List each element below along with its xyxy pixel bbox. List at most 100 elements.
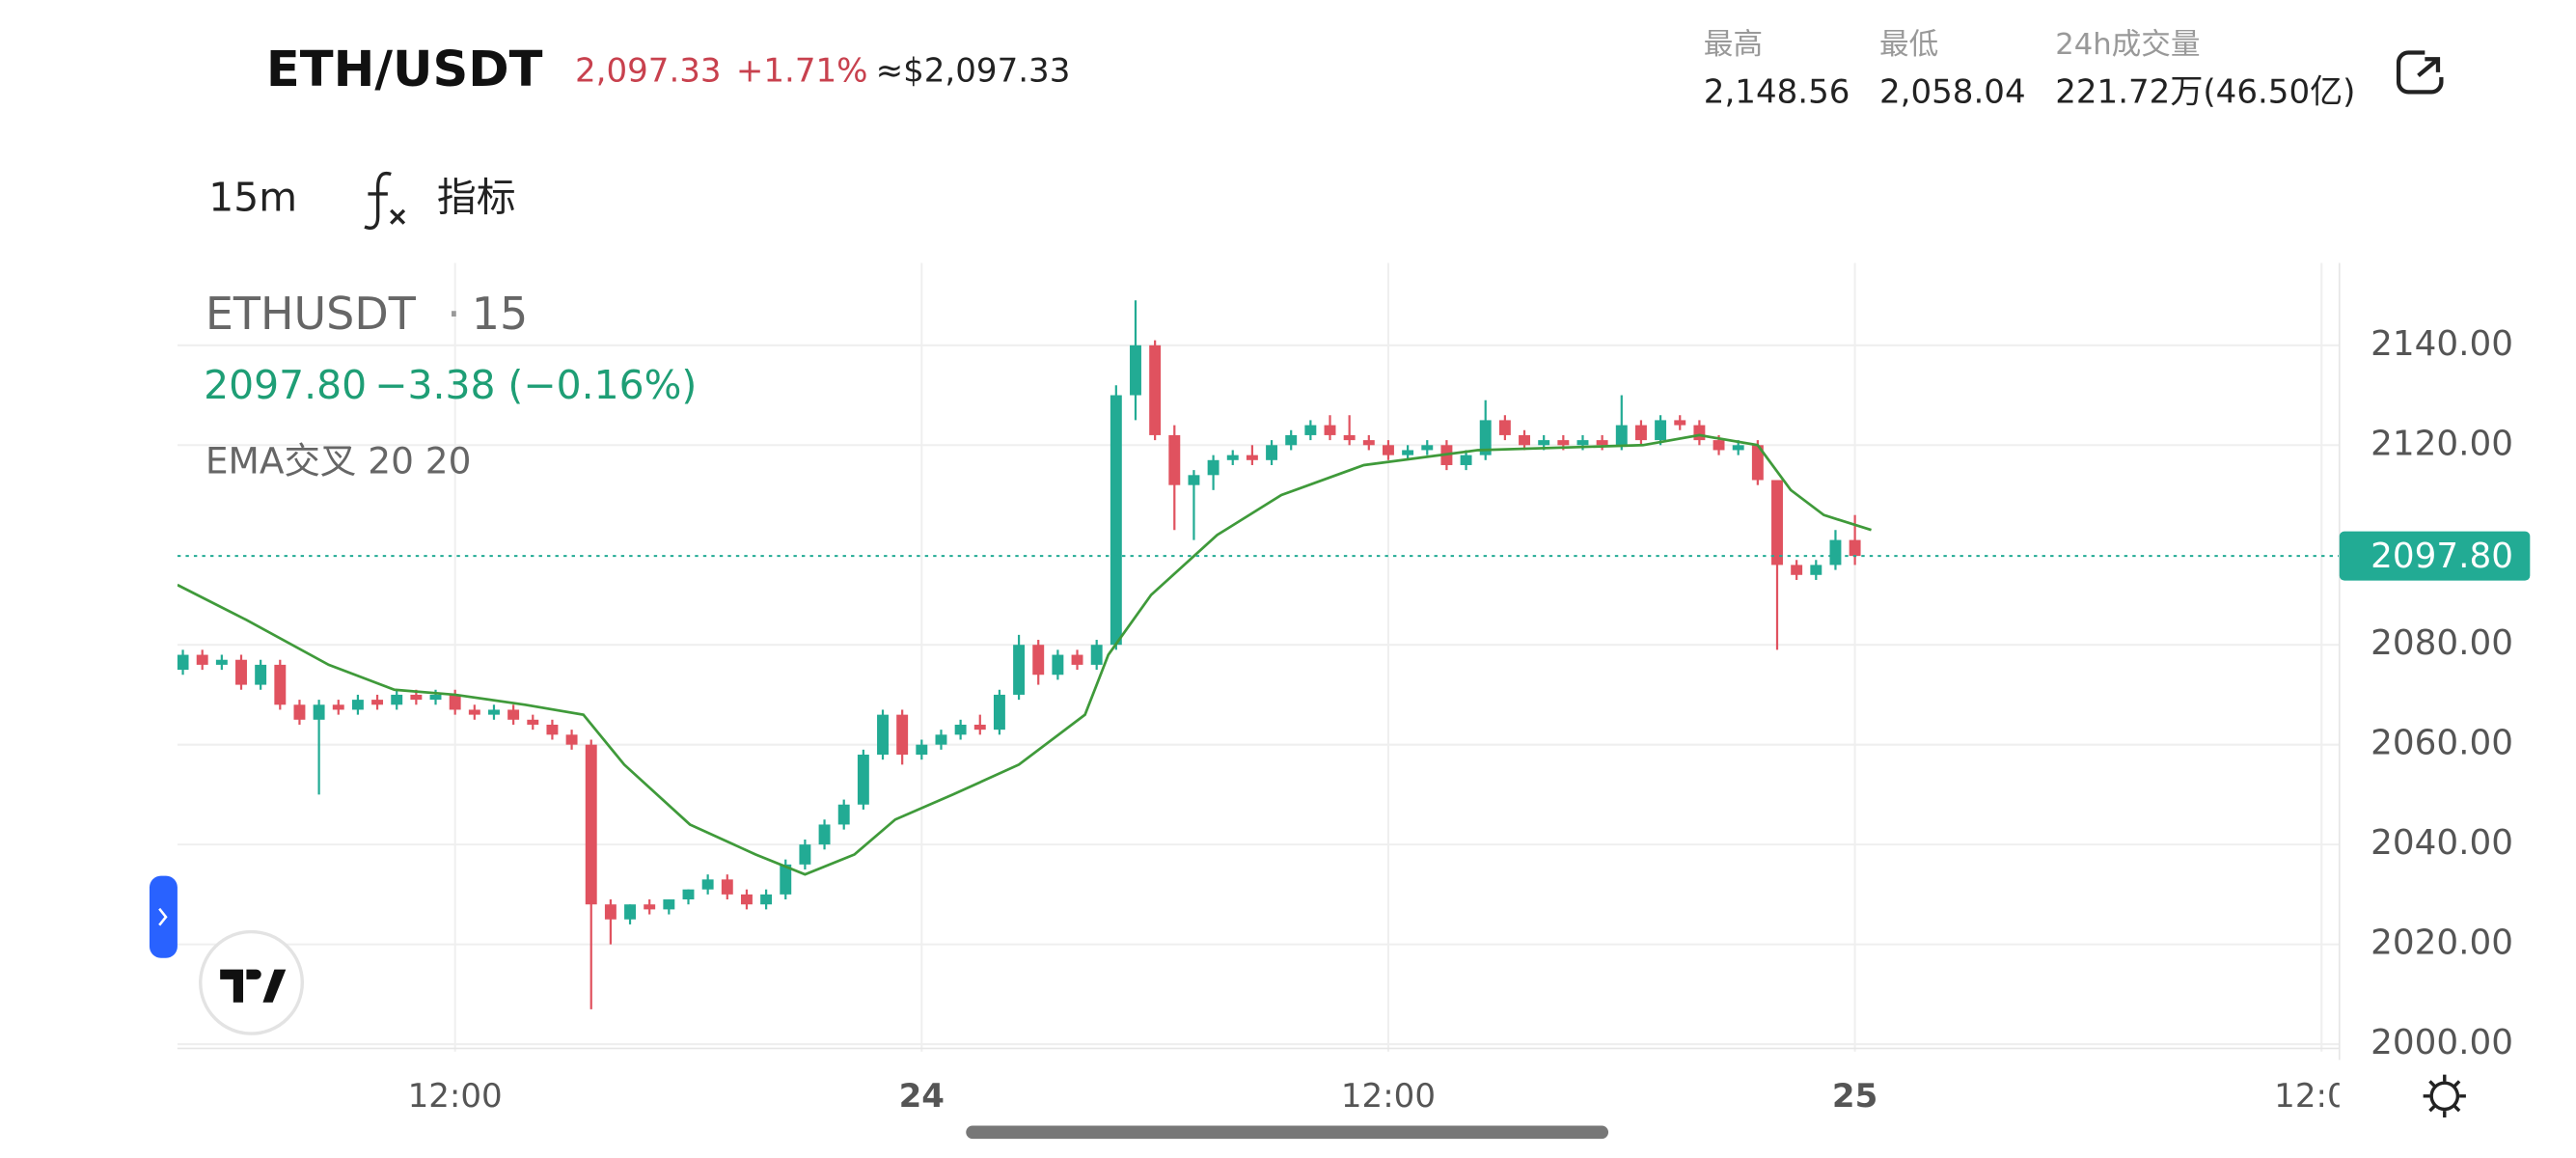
stat-label: 最高 <box>1704 28 1763 62</box>
candle-body <box>488 709 500 715</box>
candle-body <box>351 700 364 710</box>
candle-body <box>391 694 403 705</box>
candle-body <box>1498 420 1511 435</box>
candle-body <box>313 704 325 720</box>
interval-button[interactable]: 15m <box>208 175 297 221</box>
candle-body <box>1207 459 1219 476</box>
candle-body <box>1674 420 1686 426</box>
candle-body <box>1557 440 1570 446</box>
candle-body <box>1304 425 1317 435</box>
candle-body <box>1032 645 1045 676</box>
candle-body <box>818 824 831 845</box>
legend-symbol: ETHUSDT <box>206 288 417 340</box>
candle-body <box>1576 440 1589 446</box>
candle-body <box>935 734 947 745</box>
candle-body <box>1615 425 1628 446</box>
candle-body <box>624 904 636 920</box>
side-tab[interactable] <box>149 875 178 958</box>
stat-label: 最低 <box>1879 28 1938 62</box>
settings-icon[interactable] <box>2423 1074 2466 1117</box>
candle-body <box>1713 440 1725 451</box>
legend-price: 2097.80 <box>204 362 367 408</box>
candle-body <box>1693 425 1706 441</box>
candle-body <box>1655 420 1667 441</box>
candle-body <box>1519 434 1530 446</box>
stat-value: 221.72万(46.50亿) <box>2055 73 2355 112</box>
candle-body <box>1013 645 1026 695</box>
candle-body <box>293 704 306 720</box>
y-tick-label: 2040.00 <box>2370 823 2513 863</box>
candle-body <box>274 664 287 705</box>
candle-body <box>857 755 869 805</box>
symbol: ETH/USDT <box>266 41 543 98</box>
candle-body <box>837 804 850 825</box>
candle-body <box>507 709 520 720</box>
y-tick-label: 2140.00 <box>2370 324 2513 364</box>
candle-body <box>410 694 423 701</box>
candle-body <box>1771 480 1783 565</box>
candle-body <box>1634 425 1647 441</box>
candle-body <box>196 654 208 665</box>
x-tick-label: 12:00 <box>2274 1077 2369 1116</box>
stat-value: 2,058.04 <box>1879 73 2026 112</box>
x-axis: 12:00 24 12:00 25 12:00 <box>408 1077 2369 1116</box>
candle-body <box>1285 434 1298 446</box>
last-price-label: 2097.80 <box>2370 537 2513 576</box>
candle-body <box>799 844 811 865</box>
candle-body <box>1402 450 1414 455</box>
candle-body <box>1266 445 1278 460</box>
candle-body <box>740 894 753 905</box>
candle-body <box>332 704 344 710</box>
y-tick-label: 2020.00 <box>2370 924 2513 963</box>
candle-body <box>1849 539 1861 557</box>
candle-body <box>429 694 442 701</box>
candle-body <box>760 894 773 905</box>
candle-body <box>235 659 247 685</box>
y-tick-label: 2080.00 <box>2370 623 2513 663</box>
candle-body <box>255 664 267 685</box>
legend-change: −3.38 (−0.16%) <box>374 362 697 408</box>
candle-body <box>449 694 461 710</box>
fx-icon[interactable] <box>364 171 406 230</box>
candle-body <box>1479 420 1492 455</box>
candle-body <box>1130 345 1141 396</box>
legend-ema: EMA交叉 20 20 <box>206 440 472 482</box>
candle-body <box>546 724 559 735</box>
candle-body <box>1226 455 1239 460</box>
stat-label: 24h成交量 <box>2055 28 2200 62</box>
candle-body <box>1829 539 1842 565</box>
candle-body <box>1090 645 1103 665</box>
candle-body <box>780 864 792 895</box>
legend-dot: · <box>447 288 461 340</box>
candle-body <box>993 694 1005 731</box>
candle-body <box>177 654 189 671</box>
candle-body <box>585 744 597 905</box>
candle-body <box>954 724 967 735</box>
candle-body <box>896 714 909 756</box>
candle-body <box>682 889 695 900</box>
candle-body <box>604 904 617 920</box>
candle-body <box>1810 565 1822 575</box>
plot-area <box>177 262 2340 1052</box>
candle-body <box>973 724 986 731</box>
candle-body <box>916 744 928 756</box>
x-tick-label: 12:00 <box>408 1077 503 1116</box>
tv-logo[interactable] <box>199 929 305 1035</box>
candle-body <box>1188 475 1200 485</box>
indicators-button[interactable]: 指标 <box>437 175 516 221</box>
legend-interval: 15 <box>472 288 528 340</box>
candle-body <box>1538 440 1550 446</box>
x-tick-label: 24 <box>899 1077 945 1116</box>
candle-body <box>1732 445 1744 451</box>
candle-body <box>1168 434 1181 485</box>
candle-body <box>1246 455 1258 460</box>
candle-body <box>1343 434 1356 441</box>
scroll-bar[interactable] <box>966 1125 1609 1140</box>
candle-body <box>663 899 675 910</box>
price: 2,097.33 <box>575 51 722 90</box>
candle-body <box>1149 345 1162 435</box>
switch-icon[interactable] <box>2396 50 2444 95</box>
usd-price: ≈$2,097.33 <box>876 51 1071 90</box>
candle-body <box>565 734 578 745</box>
y-tick-label: 2060.00 <box>2370 724 2513 763</box>
